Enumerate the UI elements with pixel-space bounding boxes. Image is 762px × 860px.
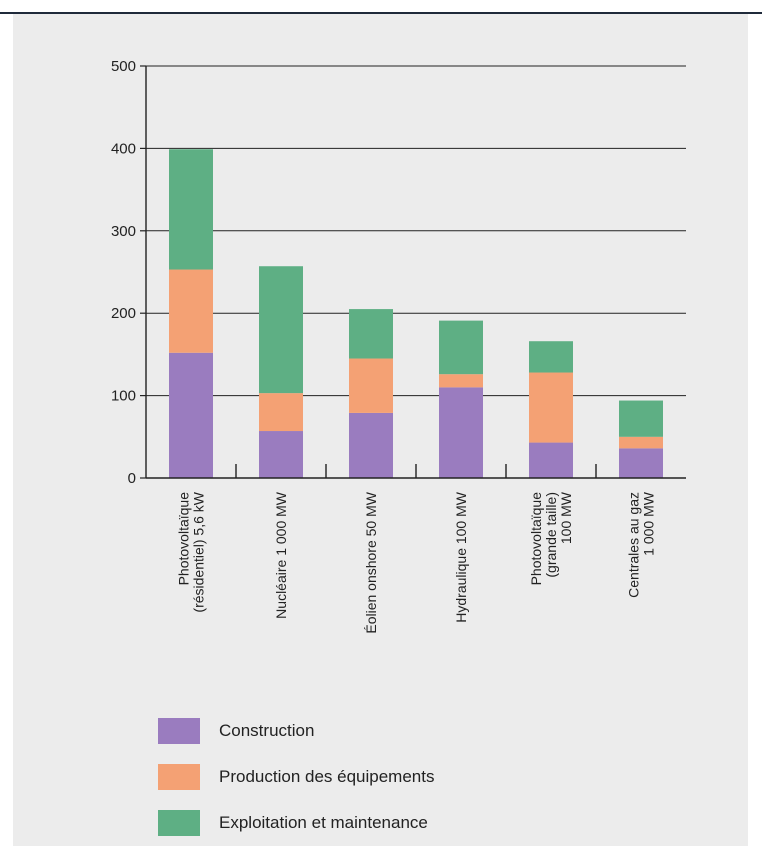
bar-segment [529, 442, 573, 478]
legend-swatch-construction [158, 718, 200, 744]
y-tick-label: 0 [128, 470, 136, 487]
bar-segment [529, 372, 573, 443]
y-tick-label: 400 [111, 140, 136, 157]
bar-segment [169, 352, 213, 478]
legend-label-production: Production des équipements [219, 767, 435, 786]
x-category-label: Éolien onshore 50 MW [363, 491, 379, 633]
x-category-label: Nucléaire 1 000 MW [273, 491, 289, 619]
y-tick-label: 300 [111, 223, 136, 240]
legend-swatch-exploitation [158, 810, 200, 836]
bar-segment [619, 436, 663, 449]
stacked-bar-chart: 0100200300400500Photovoltaïque(résidenti… [111, 58, 686, 634]
bar-segment [349, 412, 393, 478]
bar-segment [529, 341, 573, 373]
legend-label-exploitation: Exploitation et maintenance [219, 813, 428, 832]
legend-swatch-production [158, 764, 200, 790]
x-category-label: Hydraulique 100 MW [453, 491, 469, 623]
x-category-label-line: Centrales au gaz [626, 492, 642, 598]
bar-segment [259, 393, 303, 432]
x-category-label-line: 1 000 MW [641, 491, 657, 556]
bar-segment [439, 374, 483, 388]
bar-segment [439, 320, 483, 375]
bar-segment [169, 269, 213, 353]
bar-segment [349, 309, 393, 359]
x-category-label-line: Nucléaire 1 000 MW [273, 491, 289, 619]
bar-segment [439, 387, 483, 478]
y-tick-label: 200 [111, 305, 136, 322]
y-tick-label: 100 [111, 388, 136, 405]
x-category-label-line: (grande taille) [543, 492, 559, 578]
bar-segment [619, 400, 663, 437]
x-category-label-line: (résidentiel) 5,6 kW [191, 491, 207, 612]
x-category-label-line: Hydraulique 100 MW [453, 491, 469, 623]
bar-segment [169, 149, 213, 270]
bar-segment [259, 266, 303, 394]
x-category-label: Centrales au gaz1 000 MW [626, 491, 657, 598]
top-rule [0, 12, 762, 14]
x-category-label: Photovoltaïque(grande taille)100 MW [528, 491, 574, 585]
x-category-label-line: Photovoltaïque [176, 492, 192, 586]
y-tick-label: 500 [111, 58, 136, 75]
legend: Construction Production des équipements … [158, 708, 434, 846]
x-category-label: Photovoltaïque(résidentiel) 5,6 kW [176, 491, 207, 612]
legend-item-production: Production des équipements [158, 754, 434, 800]
legend-label-construction: Construction [219, 721, 315, 740]
legend-item-construction: Construction [158, 708, 434, 754]
legend-item-exploitation: Exploitation et maintenance [158, 800, 434, 846]
bar-segment [619, 448, 663, 478]
x-category-label-line: Photovoltaïque [528, 492, 544, 586]
bar-segment [259, 431, 303, 478]
bar-segment [349, 358, 393, 413]
x-category-label-line: Éolien onshore 50 MW [363, 491, 379, 633]
x-category-label-line: 100 MW [558, 491, 574, 544]
